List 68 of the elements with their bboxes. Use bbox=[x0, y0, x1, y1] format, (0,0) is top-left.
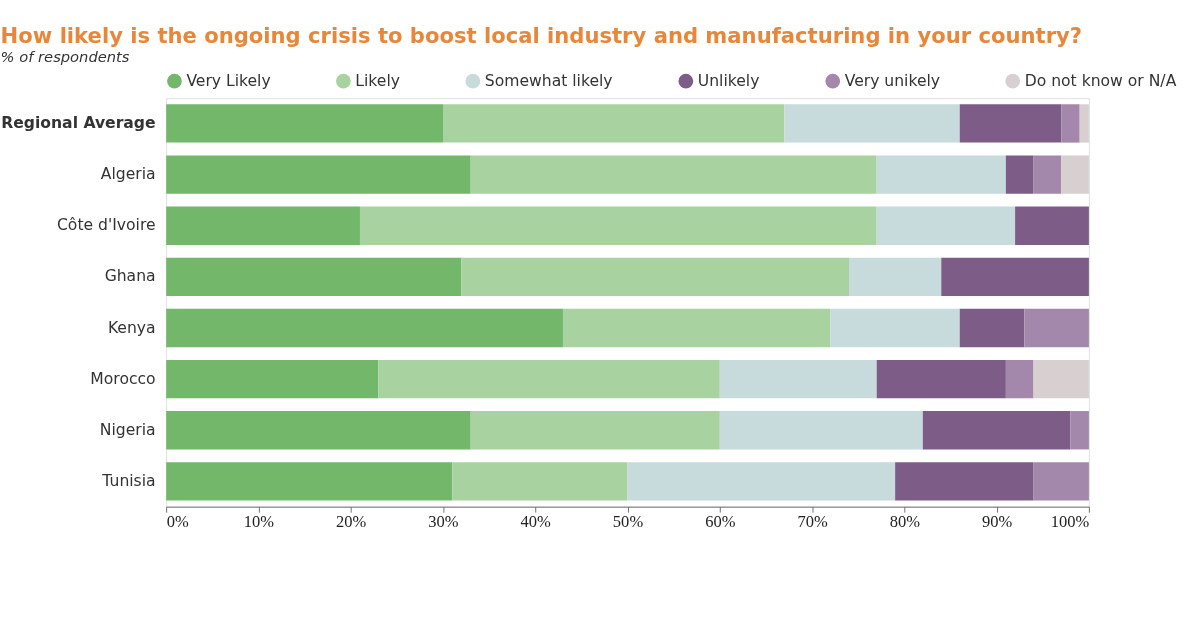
y-tick-label: Morocco bbox=[90, 369, 156, 388]
bar bbox=[784, 104, 960, 143]
legend-label: Likely bbox=[355, 71, 400, 90]
bar bbox=[719, 411, 923, 450]
bar bbox=[1005, 359, 1034, 399]
bar bbox=[378, 359, 720, 399]
bar bbox=[166, 308, 563, 348]
bar bbox=[461, 257, 849, 297]
legend-label: Very unikely bbox=[844, 71, 941, 90]
bar bbox=[470, 155, 877, 194]
bar bbox=[1061, 104, 1080, 143]
bar bbox=[1024, 308, 1089, 348]
y-tick-label: Côte d'Ivoire bbox=[56, 216, 156, 235]
x-tick-label: 10% bbox=[243, 512, 275, 532]
bar bbox=[876, 359, 1006, 399]
bar bbox=[166, 257, 462, 297]
bar bbox=[627, 462, 896, 501]
bar bbox=[830, 308, 960, 348]
bar bbox=[166, 155, 471, 194]
x-tick-label: 50% bbox=[612, 512, 644, 532]
bar bbox=[1033, 155, 1062, 194]
bar bbox=[849, 257, 942, 297]
bar bbox=[895, 462, 1034, 501]
bar bbox=[166, 206, 360, 245]
x-tick-label: 40% bbox=[520, 512, 552, 532]
y-tick-label: Algeria bbox=[100, 165, 156, 184]
legend-label: Unlikely bbox=[697, 71, 760, 90]
x-tick-label: 20% bbox=[336, 512, 367, 532]
legend-label: Very Likely bbox=[186, 71, 271, 90]
x-tick-label: 60% bbox=[705, 512, 736, 532]
y-tick-label: Tunisia bbox=[101, 471, 156, 490]
bar bbox=[562, 308, 831, 348]
bar bbox=[959, 104, 1062, 143]
bar bbox=[719, 359, 877, 399]
bar bbox=[1079, 104, 1089, 143]
bar bbox=[1005, 155, 1034, 194]
x-tick-label: 70% bbox=[797, 512, 828, 532]
bar bbox=[922, 411, 1071, 450]
bar bbox=[959, 308, 1025, 348]
bar bbox=[443, 104, 785, 143]
bar bbox=[166, 462, 453, 501]
legend-label: Somewhat likely bbox=[484, 71, 613, 90]
bar bbox=[470, 411, 720, 450]
y-tick-label: Nigeria bbox=[99, 420, 156, 439]
bar bbox=[166, 359, 379, 399]
bar bbox=[359, 206, 877, 245]
y-tick-label: Ghana bbox=[104, 267, 156, 286]
y-tick-label: Kenya bbox=[107, 318, 156, 337]
bar bbox=[452, 462, 628, 501]
chart-subtitle: % of respondents bbox=[0, 48, 130, 66]
legend-label: Do not know or N/A bbox=[1024, 71, 1177, 90]
x-tick-label: 30% bbox=[428, 512, 459, 532]
bar bbox=[166, 411, 471, 450]
bar bbox=[1033, 359, 1089, 399]
bar bbox=[941, 257, 1089, 297]
bar bbox=[876, 206, 1016, 245]
x-tick-label: 0% bbox=[166, 512, 189, 532]
bar bbox=[1015, 206, 1089, 245]
chart-title: How likely is the ongoing crisis to boost local industry and manufacturing in your country? bbox=[0, 23, 1083, 49]
x-tick-label: 100% bbox=[1050, 512, 1090, 532]
y-tick-label: Regional Average bbox=[1, 114, 156, 133]
bar bbox=[1070, 411, 1089, 450]
bar bbox=[1033, 462, 1089, 501]
x-tick-label: 90% bbox=[981, 512, 1013, 532]
bar bbox=[876, 155, 1006, 194]
x-tick-label: 80% bbox=[889, 512, 921, 532]
bar bbox=[1061, 155, 1089, 194]
bar bbox=[166, 104, 443, 143]
